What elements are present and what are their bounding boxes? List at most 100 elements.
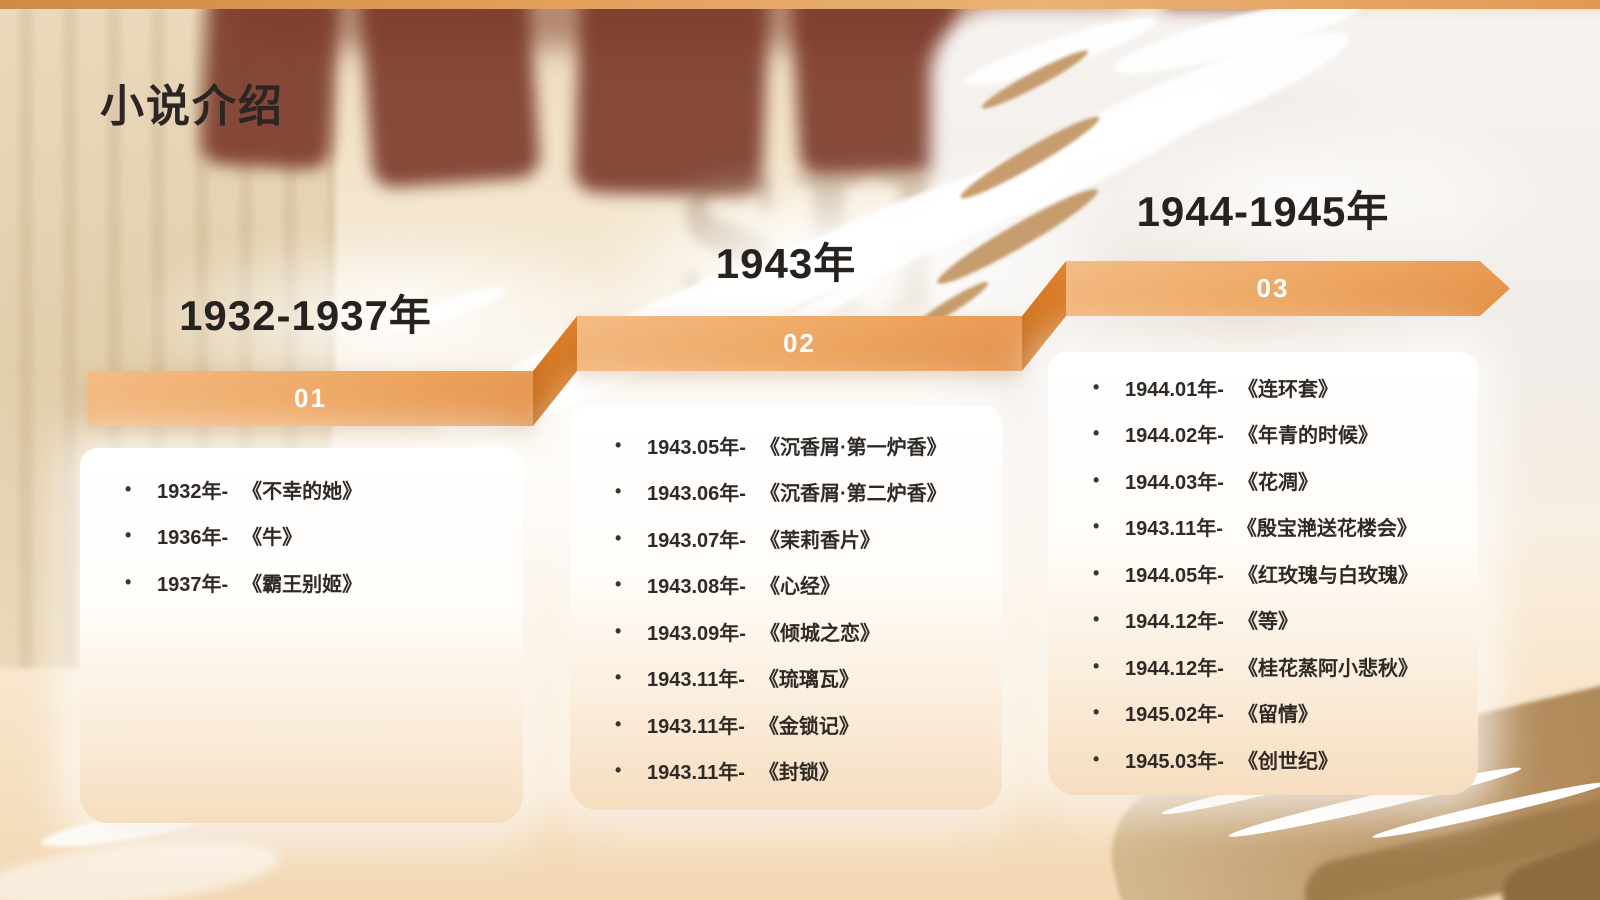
work-date: 1932年- xyxy=(157,480,229,503)
works-card-2: • 1943.05年- 《沉香屑·第一炉香》 • 1943.06年- 《沉香屑·… xyxy=(570,406,1002,810)
work-title: 《金锁记》 xyxy=(758,715,859,738)
bullet-icon: • xyxy=(615,713,622,734)
work-date: 1944.03年- xyxy=(1125,471,1224,494)
collage-letter-blob xyxy=(573,0,771,199)
work-date: 1944.12年- xyxy=(1125,611,1224,634)
work-date: 1944.12年- xyxy=(1125,657,1224,680)
work-title: 《茉莉香片》 xyxy=(759,529,880,552)
banner-fold xyxy=(533,316,577,426)
page-title: 小说介绍 xyxy=(100,82,284,131)
work-item: • 1944.01年- 《连环套》 xyxy=(1048,364,1478,411)
work-title: 《等》 xyxy=(1237,611,1298,634)
bullet-icon: • xyxy=(1093,469,1100,490)
work-title: 《桂花蒸阿小悲秋》 xyxy=(1237,657,1418,680)
bullet-icon: • xyxy=(615,667,622,688)
paint-stroke xyxy=(1031,12,1359,186)
paint-wisp xyxy=(0,829,283,900)
work-date: 1943.08年- xyxy=(647,576,746,599)
bullet-icon: • xyxy=(615,574,622,595)
work-title: 《牛》 xyxy=(242,527,303,550)
work-title: 《沉香屑·第一炉香》 xyxy=(759,436,947,459)
work-item: • 1932年- 《不幸的她》 xyxy=(80,466,523,513)
paint-stroke xyxy=(960,7,1160,97)
work-item: • 1944.12年- 《等》 xyxy=(1048,597,1478,644)
work-item: • 1943.11年- 《封锁》 xyxy=(570,748,1002,795)
bullet-icon: • xyxy=(1093,655,1100,676)
work-item: • 1943.05年- 《沉香屑·第一炉香》 xyxy=(570,422,1002,469)
step-number: 02 xyxy=(783,328,816,358)
work-title: 《倾城之恋》 xyxy=(759,622,880,645)
paint-stroke xyxy=(1109,0,1371,87)
work-title: 《连环套》 xyxy=(1237,378,1338,401)
period-heading-1: 1932-1937年 xyxy=(179,292,432,339)
bullet-icon: • xyxy=(125,571,132,592)
work-date: 1943.06年- xyxy=(647,483,746,506)
period-heading-3: 1944-1945年 xyxy=(1136,188,1390,235)
work-item: • 1944.03年- 《花凋》 xyxy=(1048,457,1478,504)
work-item: • 1943.08年- 《心经》 xyxy=(570,562,1002,609)
work-date: 1943.11年- xyxy=(647,762,745,785)
bullet-icon: • xyxy=(1093,609,1100,630)
corner-brush-blob xyxy=(1493,818,1600,900)
tan-brush-mark xyxy=(978,44,1092,115)
bullet-icon: • xyxy=(125,478,132,499)
work-title: 《红玫瑰与白玫瑰》 xyxy=(1237,564,1418,587)
work-date: 1943.05年- xyxy=(647,436,746,459)
work-date: 1945.02年- xyxy=(1125,704,1224,727)
bullet-icon: • xyxy=(1093,516,1100,537)
work-item: • 1943.06年- 《沉香屑·第二炉香》 xyxy=(570,469,1002,516)
work-item: • 1944.05年- 《红玫瑰与白玫瑰》 xyxy=(1048,550,1478,597)
work-date: 1944.01年- xyxy=(1125,378,1224,401)
step-banner-2: 02 xyxy=(577,316,1022,371)
bullet-icon: • xyxy=(1093,423,1100,444)
work-item: • 1943.11年- 《琉璃瓦》 xyxy=(570,655,1002,702)
step-number: 01 xyxy=(294,383,327,413)
works-card-3: • 1944.01年- 《连环套》 • 1944.02年- 《年青的时候》 • … xyxy=(1048,352,1478,795)
work-item: • 1937年- 《霸王别姬》 xyxy=(80,559,523,606)
work-item: • 1943.07年- 《茉莉香片》 xyxy=(570,515,1002,562)
work-title: 《琉璃瓦》 xyxy=(758,669,859,692)
work-title: 《花凋》 xyxy=(1237,471,1318,494)
work-item: • 1943.09年- 《倾城之恋》 xyxy=(570,608,1002,655)
work-date: 1945.03年- xyxy=(1125,750,1224,773)
work-title: 《留情》 xyxy=(1237,704,1318,727)
collage-letter-blob xyxy=(789,0,966,180)
work-title: 《封锁》 xyxy=(758,762,839,785)
bullet-icon: • xyxy=(1093,748,1100,769)
work-item: • 1943.11年- 《殷宝滟送花楼会》 xyxy=(1048,504,1478,551)
work-title: 《创世纪》 xyxy=(1237,750,1338,773)
step-banner-3: 03 xyxy=(1066,261,1510,316)
bullet-icon: • xyxy=(1093,376,1100,397)
work-date: 1943.11年- xyxy=(1125,518,1223,541)
work-date: 1943.11年- xyxy=(647,715,745,738)
bullet-icon: • xyxy=(615,620,622,641)
work-title: 《殷宝滟送花楼会》 xyxy=(1236,518,1417,541)
bullet-icon: • xyxy=(615,760,622,781)
work-date: 1944.02年- xyxy=(1125,425,1224,448)
work-date: 1943.07年- xyxy=(647,529,746,552)
bullet-icon: • xyxy=(615,527,622,548)
step-banner-1: 01 xyxy=(88,371,533,426)
bullet-icon: • xyxy=(615,434,622,455)
work-title: 《不幸的她》 xyxy=(242,480,363,503)
work-date: 1944.05年- xyxy=(1125,564,1224,587)
bullet-icon: • xyxy=(1093,702,1100,723)
work-title: 《霸王别姬》 xyxy=(242,573,363,596)
collage-smear xyxy=(230,0,1130,48)
work-item: • 1945.02年- 《留情》 xyxy=(1048,690,1478,737)
work-item: • 1944.12年- 《桂花蒸阿小悲秋》 xyxy=(1048,643,1478,690)
work-date: 1937年- xyxy=(157,573,229,596)
collage-letter-blob xyxy=(1153,0,1295,160)
work-item: • 1936年- 《牛》 xyxy=(80,513,523,560)
work-item: • 1943.11年- 《金锁记》 xyxy=(570,701,1002,748)
work-date: 1943.09年- xyxy=(647,622,746,645)
bullet-icon: • xyxy=(615,481,622,502)
period-heading-2: 1943年 xyxy=(715,240,857,287)
work-date: 1936年- xyxy=(157,527,229,550)
work-date: 1943.11年- xyxy=(647,669,745,692)
works-card-1: • 1932年- 《不幸的她》 • 1936年- 《牛》 • 1937年- 《霸… xyxy=(80,448,523,823)
bullet-icon: • xyxy=(125,525,132,546)
work-item: • 1944.02年- 《年青的时候》 xyxy=(1048,411,1478,458)
work-title: 《心经》 xyxy=(759,576,840,599)
